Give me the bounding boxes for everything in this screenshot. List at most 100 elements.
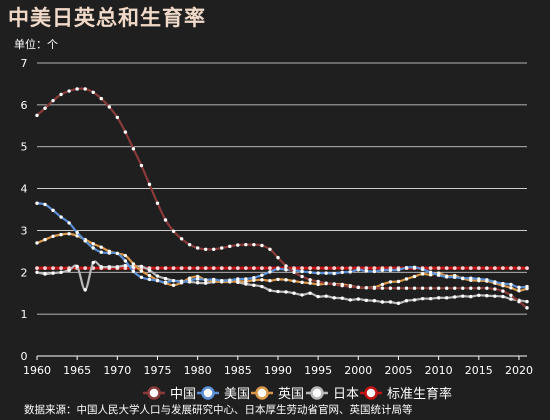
data-point [292,291,296,295]
y-tick-label: 5 [21,141,28,154]
data-point [91,90,95,95]
data-point [428,286,433,290]
data-point [131,262,136,266]
legend-marker [255,386,269,400]
data-point [380,282,385,287]
data-point [260,284,264,289]
data-point [228,278,232,282]
data-point [461,286,465,290]
data-point [276,289,280,294]
data-point [525,284,529,289]
data-point [428,266,433,270]
data-point [252,283,256,287]
data-point [404,286,409,290]
data-point [412,265,417,269]
data-point [195,274,200,279]
x-tick-label: 1980 [184,364,212,377]
data-point [260,273,264,277]
data-point [187,266,192,270]
x-tick-label: 1965 [63,364,91,377]
data-point [163,266,168,270]
data-point [476,266,481,270]
data-point [35,270,39,274]
data-point [179,280,184,285]
x-tick-label: 2015 [465,364,493,377]
data-point [83,87,87,91]
data-point [300,280,304,285]
data-point [227,266,232,270]
data-point [493,294,497,298]
data-point [308,270,312,274]
data-point [316,279,320,284]
data-point [509,293,513,298]
data-point [420,272,425,276]
x-tick-label: 1975 [143,364,171,377]
data-point [83,288,87,292]
data-point [340,270,344,274]
data-point [107,251,111,255]
data-point [461,276,465,280]
data-point [469,294,473,299]
data-point [163,276,168,281]
y-tick-label: 2 [21,266,28,279]
data-point [477,286,481,290]
data-point [107,265,111,269]
data-point [436,286,441,290]
data-point [477,293,481,298]
data-point [436,273,441,277]
data-point [501,294,505,299]
data-point [91,246,95,250]
data-point [324,266,329,270]
data-point [404,277,409,281]
data-point [452,266,457,270]
data-point [276,255,280,260]
data-point [163,218,168,222]
data-point [493,287,497,291]
series-1 [35,201,529,290]
data-point [235,266,240,270]
data-point [276,277,280,282]
data-point [171,283,176,287]
data-point [195,266,200,270]
data-point [444,266,449,270]
data-point [228,244,232,249]
legend-marker [201,386,215,400]
data-point [364,286,369,290]
x-tick-label: 2010 [425,364,453,377]
data-point [268,288,272,292]
data-point [163,280,168,285]
data-point [332,296,336,300]
data-point [396,268,401,272]
data-point [316,294,320,299]
legend-item: 英国 [251,386,304,402]
data-point [131,147,136,151]
data-point [99,265,103,269]
x-tick-label: 1970 [103,364,131,377]
data-point [340,296,344,300]
data-point [308,291,312,295]
data-point [380,300,385,304]
y-axis-ticks: 0 1 2 3 4 5 6 7 [21,57,28,363]
data-point [388,286,393,290]
data-point [509,282,513,287]
data-point [35,266,39,270]
data-point [43,202,47,207]
data-point [171,278,176,283]
data-point [477,277,481,281]
data-point [195,277,200,281]
data-point [509,297,513,301]
unit-label: 单位：个 [14,38,58,51]
data-point [203,247,208,251]
data-point [244,277,248,281]
data-point [35,201,39,205]
data-point [372,299,377,303]
legend: 中国 美国 英国 日本 标准生育率 [143,386,452,402]
data-point [453,275,457,280]
data-point [147,277,152,282]
legend-item: 美国 [197,386,250,402]
x-axis: 1960 1965 1970 1975 1980 1985 1990 1995 2000 2005… [23,355,533,377]
data-point [509,286,513,290]
data-point [243,266,248,270]
data-point [517,266,521,270]
data-point [268,247,272,251]
